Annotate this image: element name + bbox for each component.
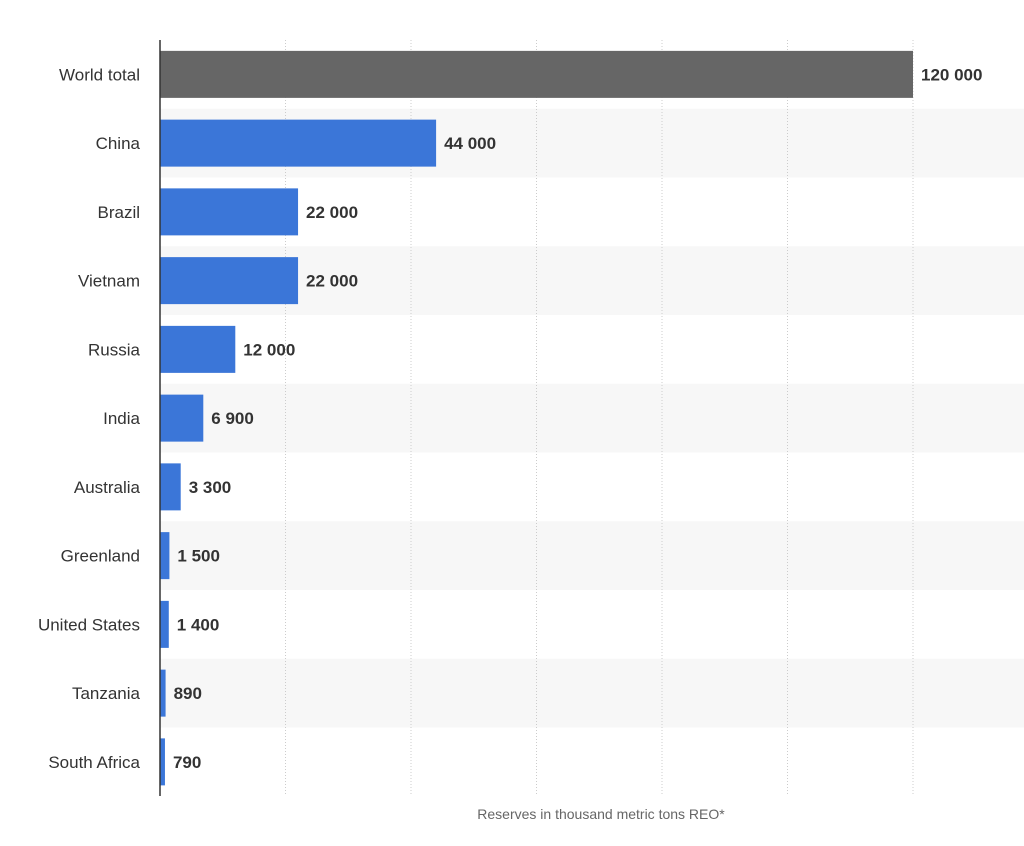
bar[interactable] [160,50,913,98]
row-band [160,246,1024,315]
value-label: 22 000 [306,272,358,291]
bar[interactable] [160,119,437,167]
value-label: 1 500 [177,547,220,566]
category-label: World total [59,65,140,84]
category-label: Vietnam [78,272,140,291]
category-labels: World total China Brazil Vietnam Russia India… [38,65,141,772]
bar[interactable] [160,188,299,236]
value-label: 44 000 [444,134,496,153]
value-label: 12 000 [243,340,295,359]
bar[interactable] [160,738,165,786]
category-label: Russia [88,340,141,359]
value-labels: 120 000 44 000 22 000 22 000 12 000 6 900 3 30… [173,65,982,772]
row-band [160,521,1024,590]
row-band [160,383,1024,453]
bars [160,50,913,786]
category-label: Brazil [97,203,140,222]
category-label: Australia [74,478,141,497]
bar[interactable] [160,600,169,648]
category-label: Tanzania [72,684,141,703]
category-label: Greenland [61,547,140,566]
value-label: 3 300 [189,478,232,497]
row-bands [160,108,1024,728]
value-label: 790 [173,753,201,772]
value-label: 120 000 [921,65,982,84]
category-label: China [96,134,141,153]
value-label: 1 400 [177,615,220,634]
value-label: 22 000 [306,203,358,222]
bar[interactable] [160,325,236,373]
x-axis-title: Reserves in thousand metric tons REO* [477,806,725,822]
category-label: India [103,409,140,428]
value-label: 6 900 [211,409,254,428]
bar[interactable] [160,463,181,511]
bar[interactable] [160,394,204,442]
bar[interactable] [160,257,299,305]
bar[interactable] [160,669,166,717]
category-label: United States [38,615,140,634]
value-label: 890 [174,684,202,703]
bar[interactable] [160,532,170,580]
row-band [160,658,1024,728]
category-label: South Africa [48,753,140,772]
